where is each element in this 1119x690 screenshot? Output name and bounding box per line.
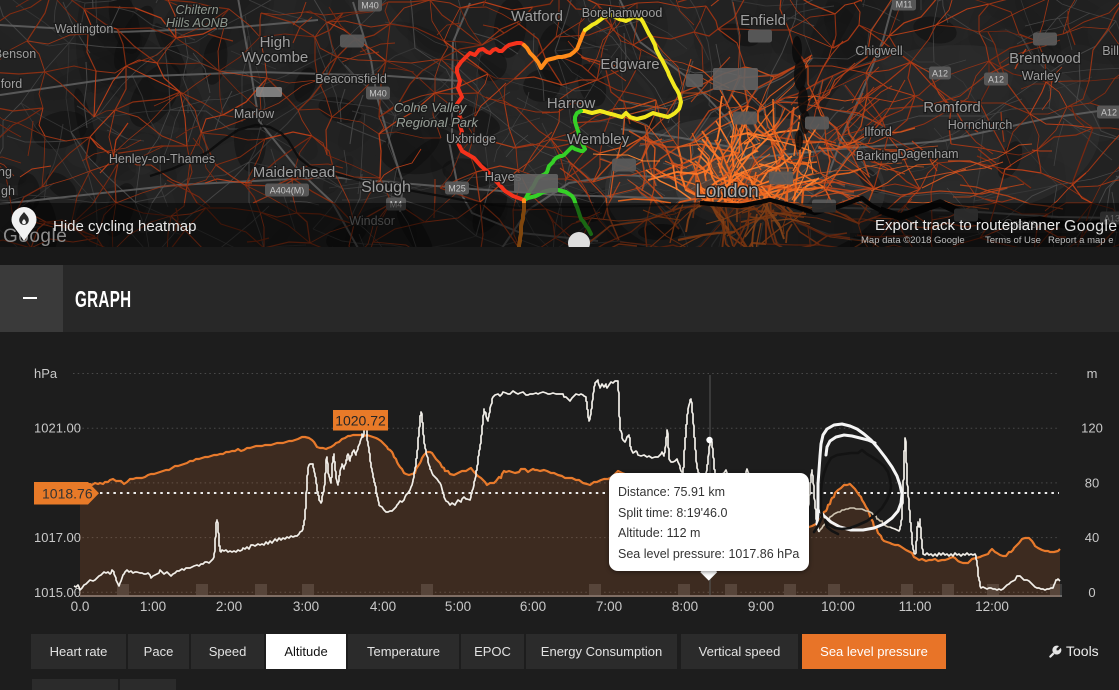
svg-text:Edgware: Edgware bbox=[600, 56, 659, 73]
svg-text:A12: A12 bbox=[1101, 108, 1117, 118]
svg-text:Beaconsfield: Beaconsfield bbox=[315, 72, 387, 86]
svg-text:120: 120 bbox=[1081, 421, 1103, 436]
svg-text:1015.00: 1015.00 bbox=[34, 585, 81, 600]
svg-text:A12: A12 bbox=[932, 69, 948, 79]
svg-text:A404(M): A404(M) bbox=[270, 186, 305, 196]
svg-text:2:00: 2:00 bbox=[216, 599, 242, 614]
svg-text:Hills AONB: Hills AONB bbox=[166, 16, 228, 30]
svg-text:1020.72: 1020.72 bbox=[335, 412, 386, 428]
svg-text:London: London bbox=[695, 181, 758, 202]
svg-text:9:00: 9:00 bbox=[748, 599, 774, 614]
svg-text:Bille: Bille bbox=[1102, 44, 1119, 58]
svg-text:gh: gh bbox=[1, 184, 15, 198]
svg-text:10:00: 10:00 bbox=[821, 599, 855, 614]
svg-text:Romford: Romford bbox=[923, 99, 981, 116]
svg-text:40: 40 bbox=[1085, 530, 1099, 545]
svg-text:Export track to routeplanner: Export track to routeplanner bbox=[875, 217, 1060, 234]
svg-text:Dagenham: Dagenham bbox=[897, 147, 958, 161]
svg-text:m: m bbox=[1087, 366, 1098, 381]
svg-text:Hornchurch: Hornchurch bbox=[948, 118, 1013, 132]
svg-text:Warley: Warley bbox=[1022, 69, 1061, 83]
svg-text:Report a map e: Report a map e bbox=[1048, 235, 1113, 246]
svg-text:High: High bbox=[260, 34, 291, 51]
svg-text:Chigwell: Chigwell bbox=[855, 44, 902, 58]
svg-text:Harrow: Harrow bbox=[547, 95, 596, 112]
svg-text:Maidenhead: Maidenhead bbox=[253, 164, 336, 181]
svg-text:M40: M40 bbox=[361, 1, 379, 11]
svg-text:Terms of Use: Terms of Use bbox=[985, 235, 1041, 246]
svg-text:Watlington: Watlington bbox=[55, 22, 114, 36]
svg-text:M40: M40 bbox=[369, 89, 387, 99]
svg-text:M11: M11 bbox=[896, 0, 913, 10]
svg-text:M25: M25 bbox=[448, 184, 466, 194]
svg-text:Regional Park: Regional Park bbox=[396, 115, 479, 130]
svg-text:Barking: Barking bbox=[856, 149, 898, 163]
svg-text:Wembley: Wembley bbox=[567, 131, 630, 148]
svg-text:12:00: 12:00 bbox=[975, 599, 1009, 614]
svg-text:Watford: Watford bbox=[511, 8, 563, 25]
svg-text:4:00: 4:00 bbox=[370, 599, 396, 614]
svg-text:Ilford: Ilford bbox=[864, 125, 892, 139]
svg-text:Borehamwood: Borehamwood bbox=[582, 6, 663, 20]
svg-text:hPa: hPa bbox=[34, 366, 58, 381]
svg-text:1021.00: 1021.00 bbox=[34, 421, 81, 436]
svg-text:Chiltern: Chiltern bbox=[175, 3, 218, 17]
svg-text:80: 80 bbox=[1085, 475, 1099, 490]
svg-text:Enfield: Enfield bbox=[740, 12, 786, 29]
svg-text:Brentwood: Brentwood bbox=[1009, 50, 1081, 67]
svg-text:Hide cycling heatmap: Hide cycling heatmap bbox=[53, 218, 196, 235]
svg-text:Hayes: Hayes bbox=[485, 169, 522, 184]
svg-text:Benson: Benson bbox=[0, 47, 36, 61]
svg-text:0.0: 0.0 bbox=[71, 599, 90, 614]
svg-text:Marlow: Marlow bbox=[234, 107, 275, 121]
svg-text:Uxbridge: Uxbridge bbox=[446, 132, 496, 146]
svg-text:1018.76: 1018.76 bbox=[42, 485, 93, 501]
svg-text:Henley-on-Thames: Henley-on-Thames bbox=[109, 152, 215, 166]
svg-text:8:00: 8:00 bbox=[672, 599, 698, 614]
svg-text:Colne Valley: Colne Valley bbox=[394, 100, 468, 115]
svg-text:gford: gford bbox=[0, 77, 22, 91]
svg-text:3:00: 3:00 bbox=[293, 599, 319, 614]
svg-text:6:00: 6:00 bbox=[520, 599, 546, 614]
svg-text:7:00: 7:00 bbox=[596, 599, 622, 614]
svg-text:Wycombe: Wycombe bbox=[242, 49, 309, 66]
svg-text:0: 0 bbox=[1088, 585, 1095, 600]
svg-text:5:00: 5:00 bbox=[445, 599, 471, 614]
svg-text:11:00: 11:00 bbox=[899, 599, 932, 614]
svg-text:Slough: Slough bbox=[361, 179, 411, 196]
svg-text:1017.00: 1017.00 bbox=[34, 530, 81, 545]
svg-text:1:00: 1:00 bbox=[140, 599, 166, 614]
svg-text:A12: A12 bbox=[988, 75, 1004, 85]
svg-text:Map data ©2018 Google: Map data ©2018 Google bbox=[861, 235, 965, 246]
svg-text:Google: Google bbox=[1064, 218, 1117, 235]
svg-text:ng: ng bbox=[0, 165, 12, 179]
